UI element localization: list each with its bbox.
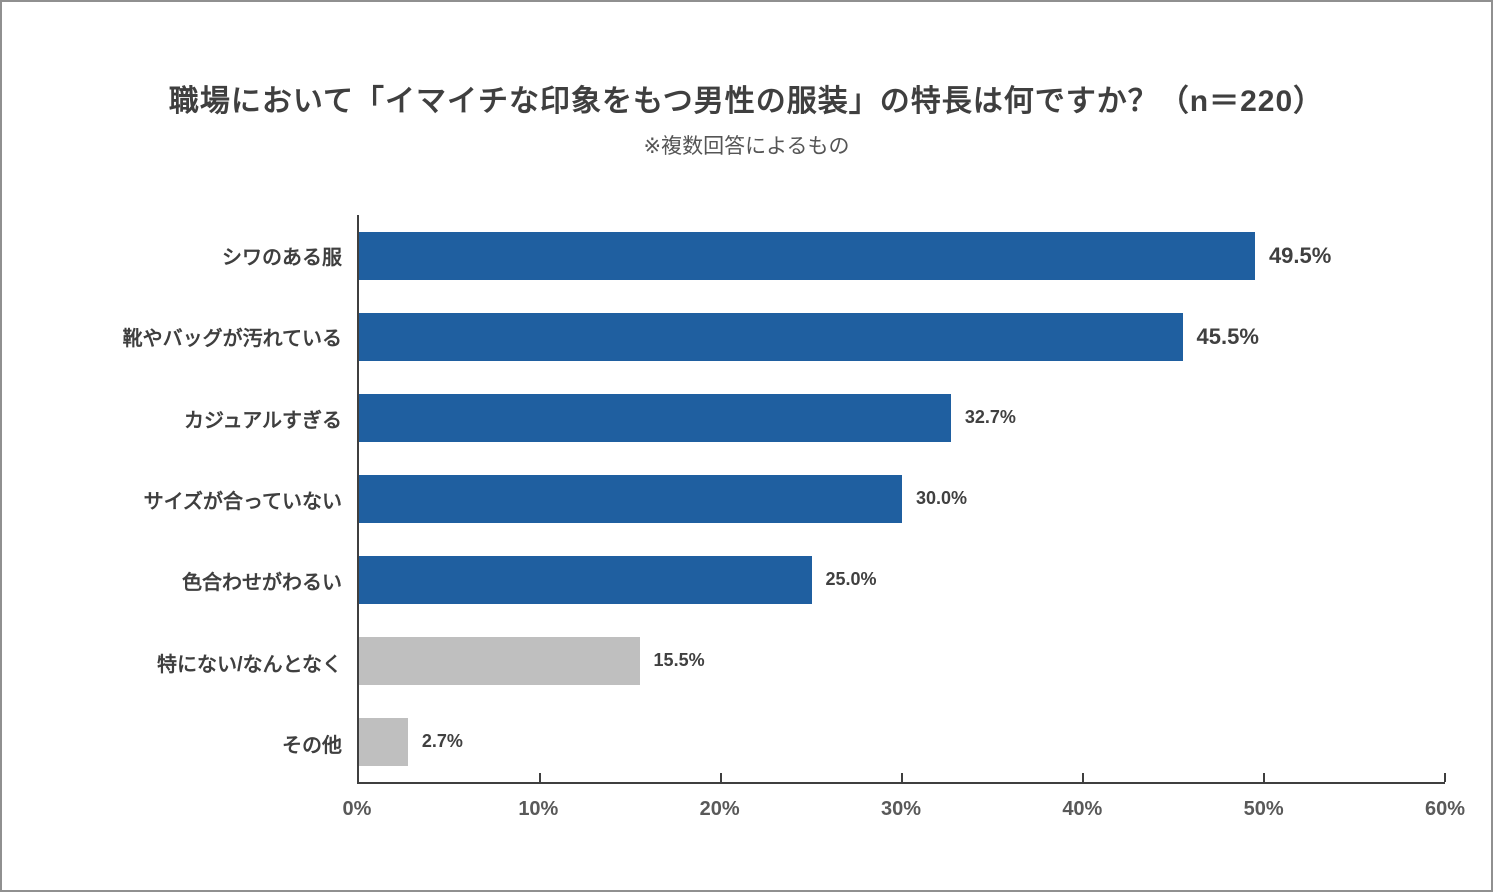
value-label: 49.5% bbox=[1268, 242, 1332, 268]
bar-row: 45.5% bbox=[359, 312, 1445, 361]
value-label: 25.0% bbox=[825, 569, 877, 589]
category-label: その他 bbox=[282, 734, 342, 757]
bar-row: 30.0% bbox=[359, 474, 1445, 523]
value-label: 32.7% bbox=[964, 407, 1016, 427]
bar-row: 2.7% bbox=[359, 717, 1445, 766]
bar bbox=[359, 474, 902, 523]
x-axis-tick-label: 60% bbox=[1424, 798, 1466, 820]
x-axis-tick-label: 40% bbox=[1062, 798, 1103, 820]
x-axis-labels: 0% 10% 20% 30% 40% 50% 60% bbox=[343, 798, 1465, 828]
bar-row: 32.7% bbox=[359, 393, 1445, 442]
bar bbox=[359, 555, 812, 604]
value-label: 45.5% bbox=[1196, 323, 1259, 349]
x-axis-tick bbox=[720, 773, 722, 782]
bar bbox=[359, 717, 408, 766]
bar-row: 25.0% bbox=[359, 555, 1445, 604]
x-axis-tick-label: 50% bbox=[1243, 798, 1284, 820]
x-axis-tick-label: 30% bbox=[880, 798, 922, 820]
plot-area: 49.5% 45.5% 32.7% 30.0% 25.0% 15.5% 2.7% bbox=[357, 215, 1446, 784]
bar-row: 15.5% bbox=[359, 636, 1445, 685]
x-axis-tick-label: 20% bbox=[699, 798, 740, 820]
bar bbox=[359, 636, 640, 685]
value-label: 30.0% bbox=[916, 488, 968, 508]
x-axis-tick bbox=[1082, 773, 1084, 782]
category-label: シワのある服 bbox=[222, 247, 342, 270]
category-label: 靴やバッグが汚れている bbox=[122, 328, 342, 351]
x-axis-tick-label: 0% bbox=[342, 798, 372, 820]
y-axis-category-labels: シワのある服靴やバッグが汚れているカジュアルすぎるサイズが合っていない色合わせが… bbox=[2, 215, 342, 784]
x-axis-tick bbox=[539, 773, 541, 782]
value-label: 15.5% bbox=[653, 650, 705, 670]
bar bbox=[359, 231, 1255, 280]
chart-title: 職場において「イマイチな印象をもつ男性の服装」の特長は何ですか？（n＝220） bbox=[168, 85, 1325, 118]
chart-subtitle: ※複数回答によるもの bbox=[643, 135, 850, 158]
category-label: サイズが合っていない bbox=[143, 490, 342, 513]
value-label: 2.7% bbox=[421, 731, 463, 751]
bars-container: 49.5% 45.5% 32.7% 30.0% 25.0% 15.5% 2.7% bbox=[359, 215, 1445, 782]
bar-row: 49.5% bbox=[359, 231, 1445, 280]
x-axis-tick bbox=[1263, 773, 1265, 782]
category-label: 色合わせがわるい bbox=[182, 572, 342, 595]
bar bbox=[359, 312, 1183, 361]
x-axis-tick-label: 10% bbox=[518, 798, 559, 820]
category-label: カジュアルすぎる bbox=[184, 409, 342, 432]
x-axis-tick bbox=[1444, 773, 1446, 782]
x-axis-tick bbox=[901, 773, 903, 782]
category-label: 特にない/なんとなく bbox=[157, 653, 342, 676]
bar bbox=[359, 393, 951, 442]
